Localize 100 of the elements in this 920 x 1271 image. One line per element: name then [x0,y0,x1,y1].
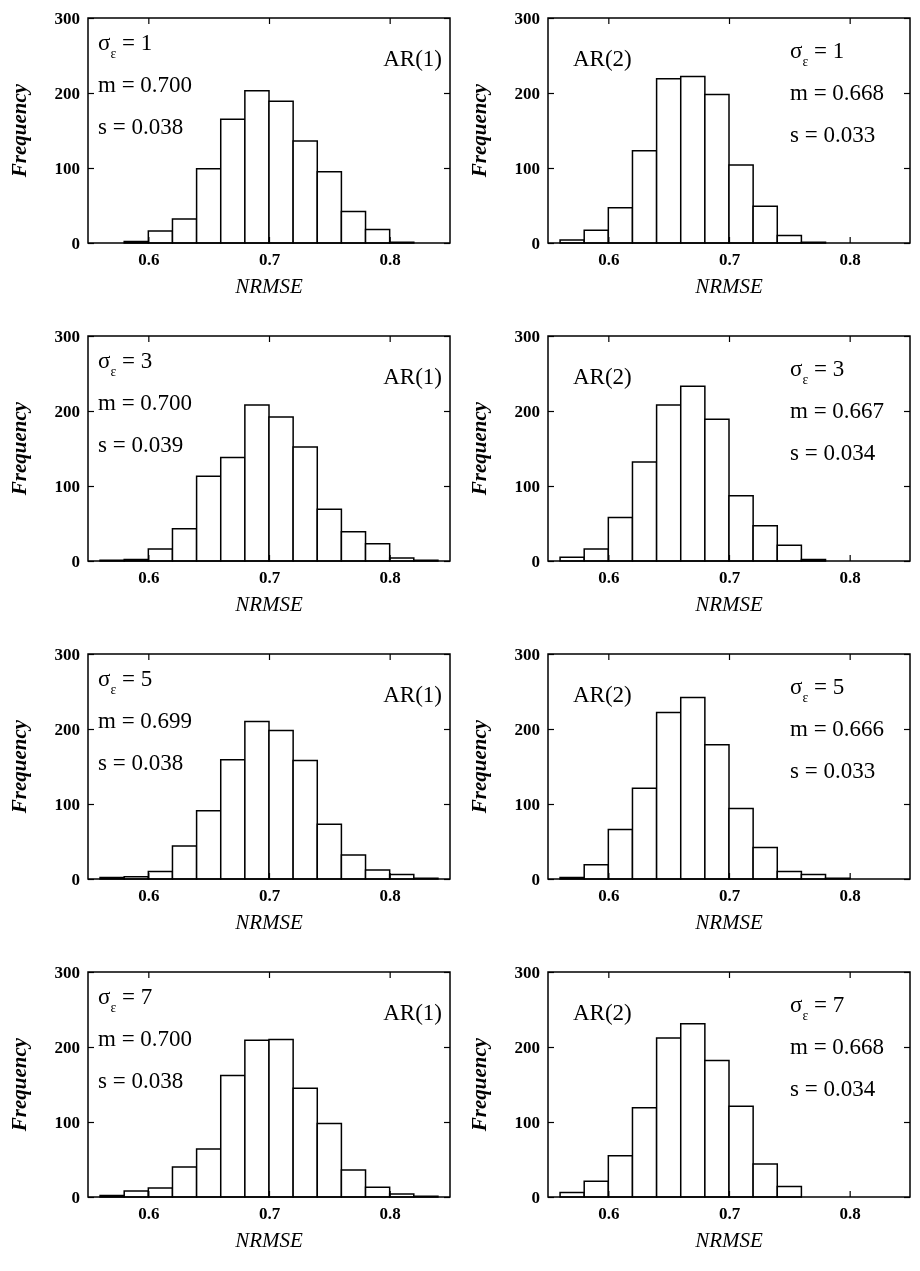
x-tick-label: 0.8 [379,886,401,906]
annotation: m = 0.668 [790,1034,885,1059]
annotation: m = 0.700 [98,1026,193,1051]
y-tick-label: 200 [514,1037,540,1057]
y-tick-label: 200 [54,401,80,421]
annotation: m = 0.667 [790,398,885,423]
annotation: AR(1) [383,46,442,71]
annotation: m = 0.668 [790,80,885,105]
x-tick-label: 0.7 [718,886,741,906]
y-axis-title: Frequency [467,1037,491,1133]
x-axis-title: NRMSE [234,1228,303,1252]
annotation: m = 0.700 [98,390,193,415]
x-axis-title: NRMSE [694,1228,763,1252]
x-tick-label: 0.8 [379,250,401,270]
x-axis-title: NRMSE [234,274,303,298]
y-tick-label: 0 [71,551,80,571]
x-tick-label: 0.8 [379,568,401,588]
x-axis-title: NRMSE [234,910,303,934]
x-tick-label: 0.6 [598,568,620,588]
annotation: AR(1) [383,364,442,389]
x-tick-label: 0.6 [598,886,620,906]
annotation: s = 0.033 [790,122,876,147]
y-tick-label: 0 [71,233,80,253]
y-tick-label: 100 [514,158,540,178]
annotation: AR(2) [573,682,632,707]
y-tick-label: 200 [54,83,80,103]
x-tick-label: 0.6 [598,250,620,270]
y-tick-label: 300 [514,644,540,664]
y-axis-title: Frequency [467,719,491,815]
x-axis-title: NRMSE [694,910,763,934]
annotation: m = 0.699 [98,708,193,733]
y-axis-title: Frequency [7,401,31,497]
y-tick-label: 0 [531,551,540,571]
x-tick-label: 0.6 [598,1204,620,1224]
y-axis-title: Frequency [7,1037,31,1133]
annotation: m = 0.700 [98,72,193,97]
y-tick-label: 0 [71,1187,80,1207]
annotation: AR(2) [573,1000,632,1025]
y-tick-label: 100 [54,794,80,814]
y-axis-title: Frequency [467,401,491,497]
annotation: m = 0.666 [790,716,885,741]
y-tick-label: 0 [531,233,540,253]
annotation: σ$_{ε}$ = 1 [98,30,153,61]
annotation: σ$_{ε}$ = 3 [98,348,153,379]
x-tick-label: 0.8 [839,1204,861,1224]
y-axis-title: Frequency [7,83,31,179]
annotation: σ$_{ε}$ = 7 [98,984,153,1015]
annotation: σ$_{ε}$ = 3 [790,356,845,387]
y-tick-label: 200 [514,83,540,103]
annotation: σ$_{ε}$ = 7 [790,992,845,1023]
y-tick-label: 300 [54,8,80,28]
annotation: s = 0.039 [98,432,184,457]
x-tick-label: 0.8 [839,886,861,906]
y-tick-label: 300 [54,644,80,664]
annotation: s = 0.038 [98,750,184,775]
annotation: s = 0.034 [790,440,876,465]
annotation: σ$_{ε}$ = 5 [98,666,153,697]
y-tick-label: 200 [514,719,540,739]
y-tick-label: 100 [514,794,540,814]
y-tick-label: 100 [54,476,80,496]
y-tick-label: 300 [514,8,540,28]
y-axis-title: Frequency [467,83,491,179]
y-tick-label: 300 [54,326,80,346]
annotation: AR(2) [573,364,632,389]
annotation: AR(1) [383,682,442,707]
annotation: σ$_{ε}$ = 1 [790,38,845,69]
annotation: AR(2) [573,46,632,71]
x-tick-label: 0.7 [718,250,741,270]
x-tick-label: 0.8 [379,1204,401,1224]
y-tick-label: 100 [514,1112,540,1132]
y-tick-label: 200 [54,719,80,739]
annotation: σ$_{ε}$ = 5 [790,674,845,705]
x-tick-label: 0.7 [258,568,281,588]
y-tick-label: 0 [71,869,80,889]
annotation: AR(1) [383,1000,442,1025]
x-axis-title: NRMSE [234,592,303,616]
y-tick-label: 100 [54,1112,80,1132]
x-tick-label: 0.6 [138,568,160,588]
x-axis-title: NRMSE [694,592,763,616]
x-tick-label: 0.6 [138,250,160,270]
y-tick-label: 300 [514,326,540,346]
annotation: s = 0.038 [98,114,184,139]
y-tick-label: 300 [54,962,80,982]
x-tick-label: 0.8 [839,568,861,588]
x-axis-title: NRMSE [694,274,763,298]
y-tick-label: 300 [514,962,540,982]
y-tick-label: 0 [531,1187,540,1207]
x-tick-label: 0.7 [258,1204,281,1224]
annotation: s = 0.033 [790,758,876,783]
x-tick-label: 0.7 [258,250,281,270]
y-tick-label: 0 [531,869,540,889]
x-tick-label: 0.7 [258,886,281,906]
x-tick-label: 0.6 [138,1204,160,1224]
y-tick-label: 100 [54,158,80,178]
annotation: s = 0.038 [98,1068,184,1093]
y-tick-label: 100 [514,476,540,496]
y-axis-title: Frequency [7,719,31,815]
x-tick-label: 0.7 [718,568,741,588]
x-tick-label: 0.7 [718,1204,741,1224]
x-tick-label: 0.8 [839,250,861,270]
